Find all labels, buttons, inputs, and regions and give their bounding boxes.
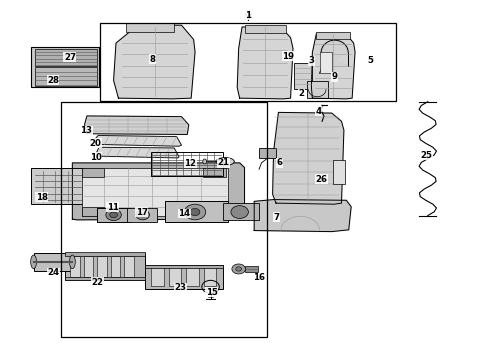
Bar xyxy=(82,207,103,216)
Bar xyxy=(320,52,331,73)
Bar xyxy=(82,168,103,177)
Bar xyxy=(259,148,275,158)
Bar xyxy=(31,46,99,87)
Text: 8: 8 xyxy=(149,54,155,63)
Polygon shape xyxy=(84,116,188,134)
Polygon shape xyxy=(311,34,354,99)
Text: 5: 5 xyxy=(367,56,373,65)
Bar xyxy=(145,265,223,288)
Text: 16: 16 xyxy=(252,273,264,282)
Bar xyxy=(127,208,157,222)
Ellipse shape xyxy=(31,255,37,269)
Bar xyxy=(31,167,84,204)
Text: 19: 19 xyxy=(282,52,294,61)
Polygon shape xyxy=(254,199,350,231)
Bar xyxy=(168,267,181,286)
Bar xyxy=(186,267,199,286)
Polygon shape xyxy=(321,40,347,66)
Text: 26: 26 xyxy=(314,175,326,184)
Bar xyxy=(293,63,312,89)
Text: 9: 9 xyxy=(331,72,337,81)
Bar xyxy=(332,161,345,184)
Text: 18: 18 xyxy=(36,193,48,202)
Text: 4: 4 xyxy=(314,107,321,116)
Bar xyxy=(97,256,106,277)
Circle shape xyxy=(231,264,245,274)
Text: 11: 11 xyxy=(106,203,119,212)
Circle shape xyxy=(105,209,121,221)
Circle shape xyxy=(190,208,200,216)
Bar xyxy=(97,208,130,222)
Bar xyxy=(70,256,80,277)
Text: 21: 21 xyxy=(217,158,229,167)
Bar xyxy=(61,102,267,337)
Ellipse shape xyxy=(69,255,75,269)
Bar xyxy=(35,67,97,86)
Text: 20: 20 xyxy=(89,139,102,148)
Text: 28: 28 xyxy=(47,76,59,85)
Circle shape xyxy=(136,210,149,220)
Text: 6: 6 xyxy=(276,158,282,167)
Circle shape xyxy=(184,204,205,220)
Polygon shape xyxy=(113,25,195,99)
Text: 2: 2 xyxy=(298,89,304,98)
Bar xyxy=(125,23,174,32)
Text: 3: 3 xyxy=(308,56,314,65)
Polygon shape xyxy=(94,135,181,146)
Text: 23: 23 xyxy=(174,283,186,292)
Bar xyxy=(124,256,134,277)
Bar xyxy=(82,167,227,216)
Bar xyxy=(244,25,285,33)
Circle shape xyxy=(230,206,248,219)
Text: 14: 14 xyxy=(178,209,190,218)
Polygon shape xyxy=(272,112,343,204)
Text: 10: 10 xyxy=(89,153,102,162)
Text: 12: 12 xyxy=(184,159,196,168)
Bar xyxy=(83,256,93,277)
Bar xyxy=(151,267,163,286)
Polygon shape xyxy=(97,147,179,158)
Polygon shape xyxy=(72,163,244,220)
Bar xyxy=(34,253,72,271)
Text: 1: 1 xyxy=(245,11,251,20)
Bar xyxy=(164,201,227,222)
Bar xyxy=(35,49,97,66)
Bar xyxy=(110,256,120,277)
Bar xyxy=(65,253,145,280)
Circle shape xyxy=(109,212,117,218)
Bar xyxy=(65,277,145,280)
Text: 24: 24 xyxy=(47,268,60,277)
Bar xyxy=(203,267,216,286)
Bar xyxy=(203,168,225,177)
Bar xyxy=(145,265,223,268)
Bar xyxy=(316,32,349,40)
Bar xyxy=(203,207,225,216)
Ellipse shape xyxy=(203,159,206,164)
Ellipse shape xyxy=(216,158,234,165)
Text: 15: 15 xyxy=(205,288,217,297)
Bar xyxy=(151,152,222,176)
Bar xyxy=(244,266,258,272)
Text: 27: 27 xyxy=(64,53,76,62)
Bar xyxy=(65,252,145,256)
Text: 17: 17 xyxy=(135,207,147,216)
Bar xyxy=(306,81,327,98)
Circle shape xyxy=(235,267,241,271)
Text: 13: 13 xyxy=(81,126,92,135)
Text: 7: 7 xyxy=(272,213,279,222)
Polygon shape xyxy=(237,27,292,99)
Text: 25: 25 xyxy=(420,150,432,159)
Bar xyxy=(222,203,259,220)
Bar xyxy=(100,23,395,101)
Text: 22: 22 xyxy=(91,278,103,287)
